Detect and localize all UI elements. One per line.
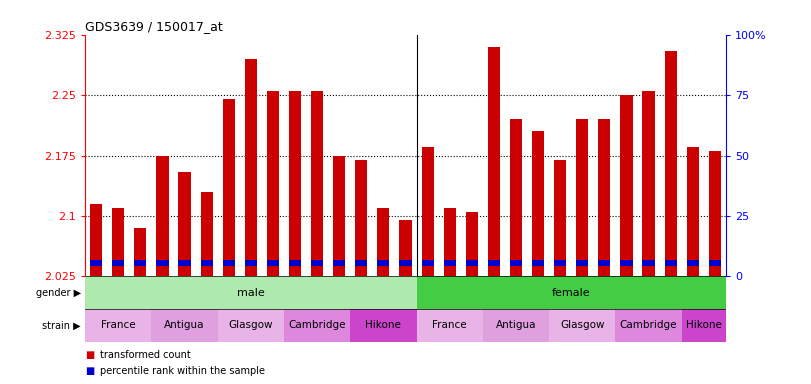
Bar <box>200 260 212 266</box>
Bar <box>532 260 544 266</box>
Text: Glasgow: Glasgow <box>229 320 273 331</box>
Text: Antigua: Antigua <box>165 320 205 331</box>
Bar <box>245 59 257 276</box>
Bar <box>90 204 102 276</box>
Bar <box>112 208 124 276</box>
Bar <box>85 309 152 342</box>
Bar <box>466 212 478 276</box>
Bar <box>400 220 411 276</box>
Bar <box>311 91 324 276</box>
Bar <box>152 309 217 342</box>
Bar <box>444 208 456 276</box>
Bar <box>267 91 279 276</box>
Text: France: France <box>432 320 467 331</box>
Bar <box>466 260 478 266</box>
Bar <box>554 260 566 266</box>
Text: ■: ■ <box>85 350 94 360</box>
Bar <box>682 309 726 342</box>
Text: percentile rank within the sample: percentile rank within the sample <box>100 366 264 376</box>
Text: female: female <box>551 288 590 298</box>
Text: male: male <box>237 288 264 298</box>
Bar <box>554 160 566 276</box>
Bar <box>510 119 522 276</box>
Text: Cambridge: Cambridge <box>289 320 345 331</box>
Bar <box>422 260 434 266</box>
Bar <box>284 309 350 342</box>
Bar <box>217 309 284 342</box>
Bar <box>709 260 721 266</box>
Bar <box>85 276 417 309</box>
Bar <box>642 260 654 266</box>
Bar <box>355 260 367 266</box>
Bar <box>289 260 301 266</box>
Text: GDS3639 / 150017_at: GDS3639 / 150017_at <box>85 20 223 33</box>
Bar <box>178 172 191 276</box>
Bar <box>267 260 279 266</box>
Text: Glasgow: Glasgow <box>560 320 604 331</box>
Bar <box>223 99 235 276</box>
Bar <box>620 95 633 276</box>
Bar <box>620 260 633 266</box>
Bar <box>417 276 726 309</box>
Bar <box>576 260 588 266</box>
Bar <box>377 260 389 266</box>
Bar <box>245 260 257 266</box>
Text: Hikone: Hikone <box>686 320 722 331</box>
Text: gender ▶: gender ▶ <box>36 288 81 298</box>
Bar <box>377 208 389 276</box>
Text: Antigua: Antigua <box>496 320 536 331</box>
Text: transformed count: transformed count <box>100 350 191 360</box>
Bar <box>444 260 456 266</box>
Bar <box>549 309 616 342</box>
Bar <box>417 309 483 342</box>
Bar <box>709 151 721 276</box>
Bar <box>487 260 500 266</box>
Bar <box>616 309 682 342</box>
Bar <box>289 91 301 276</box>
Bar <box>422 147 434 276</box>
Bar <box>532 131 544 276</box>
Bar <box>157 260 169 266</box>
Bar <box>687 260 699 266</box>
Text: strain ▶: strain ▶ <box>42 320 81 331</box>
Text: France: France <box>101 320 135 331</box>
Bar <box>223 260 235 266</box>
Bar <box>599 260 611 266</box>
Bar <box>576 119 588 276</box>
Bar <box>483 309 549 342</box>
Text: Cambridge: Cambridge <box>620 320 677 331</box>
Bar <box>350 309 417 342</box>
Bar <box>664 51 676 276</box>
Text: ■: ■ <box>85 366 94 376</box>
Bar <box>157 156 169 276</box>
Text: Hikone: Hikone <box>366 320 401 331</box>
Bar <box>400 260 411 266</box>
Bar <box>642 91 654 276</box>
Bar <box>178 260 191 266</box>
Bar <box>687 147 699 276</box>
Bar <box>333 156 345 276</box>
Bar <box>200 192 212 276</box>
Bar <box>112 260 124 266</box>
Bar <box>599 119 611 276</box>
Bar <box>510 260 522 266</box>
Bar <box>311 260 324 266</box>
Bar <box>333 260 345 266</box>
Bar <box>135 260 147 266</box>
Bar <box>90 260 102 266</box>
Bar <box>135 228 147 276</box>
Bar <box>664 260 676 266</box>
Bar <box>355 160 367 276</box>
Bar <box>487 47 500 276</box>
